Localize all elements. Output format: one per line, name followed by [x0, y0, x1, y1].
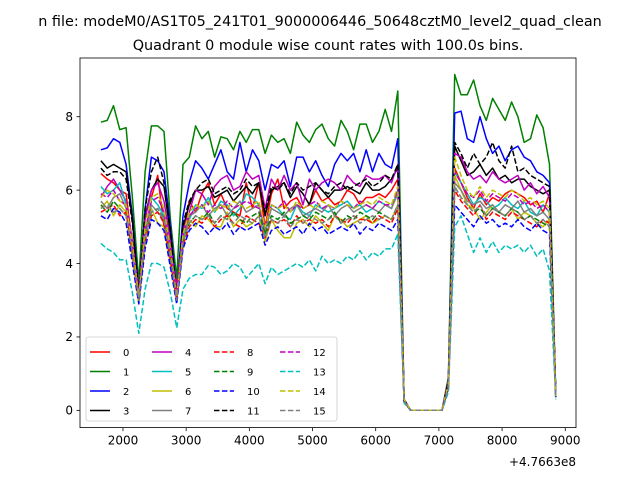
axes-frame: [79, 57, 577, 429]
y-tick-label: 0: [65, 404, 73, 418]
legend-frame: [85, 336, 338, 422]
legend-label-6: 6: [185, 387, 191, 398]
y-tick-label: 8: [65, 110, 73, 124]
series-layer: [100, 73, 557, 412]
y-tick-label: 2: [65, 330, 73, 344]
x-tick-label: 9000: [550, 434, 581, 448]
series-line-13: [100, 215, 557, 412]
y-tick-label: 4: [65, 257, 73, 271]
x-tick-label: 8000: [487, 434, 518, 448]
y-axis: 0 2 4 6 8: [65, 110, 80, 418]
x-tick-label: 3000: [171, 434, 202, 448]
legend-label-11: 11: [247, 406, 260, 417]
legend-label-4: 4: [185, 348, 191, 359]
x-axis: 2000 3000 4000 5000 6000 7000 8000 9000: [108, 427, 581, 448]
legend-label-14: 14: [313, 387, 326, 398]
legend-label-5: 5: [185, 367, 191, 378]
figure-suptitle: n file: modeM0/AS1T05_241T01_9000006446_…: [38, 14, 602, 30]
x-tick-label: 5000: [297, 434, 328, 448]
legend-label-0: 0: [123, 348, 129, 359]
legend-label-10: 10: [247, 387, 260, 398]
series-line-10: [100, 204, 557, 412]
x-tick-label: 7000: [424, 434, 455, 448]
series-line-11: [100, 141, 557, 412]
series-line-1: [100, 73, 557, 412]
legend-label-15: 15: [313, 406, 326, 417]
legend-label-9: 9: [247, 367, 253, 378]
x-tick-label: 4000: [234, 434, 265, 448]
y-tick-label: 6: [65, 183, 73, 197]
series-line-15: [100, 185, 557, 412]
x-offset-label: +4.7663e8: [509, 455, 576, 469]
axes-title: Quadrant 0 module wise count rates with …: [133, 38, 524, 54]
legend-label-2: 2: [123, 387, 129, 398]
x-tick-label: 2000: [108, 434, 139, 448]
legend-label-8: 8: [247, 348, 253, 359]
legend-label-7: 7: [185, 406, 191, 417]
legend-label-1: 1: [123, 367, 129, 378]
x-tick-label: 6000: [360, 434, 391, 448]
series-line-14: [100, 156, 557, 412]
legend-label-12: 12: [313, 348, 326, 359]
legend-label-13: 13: [313, 367, 326, 378]
legend-label-3: 3: [123, 406, 129, 417]
